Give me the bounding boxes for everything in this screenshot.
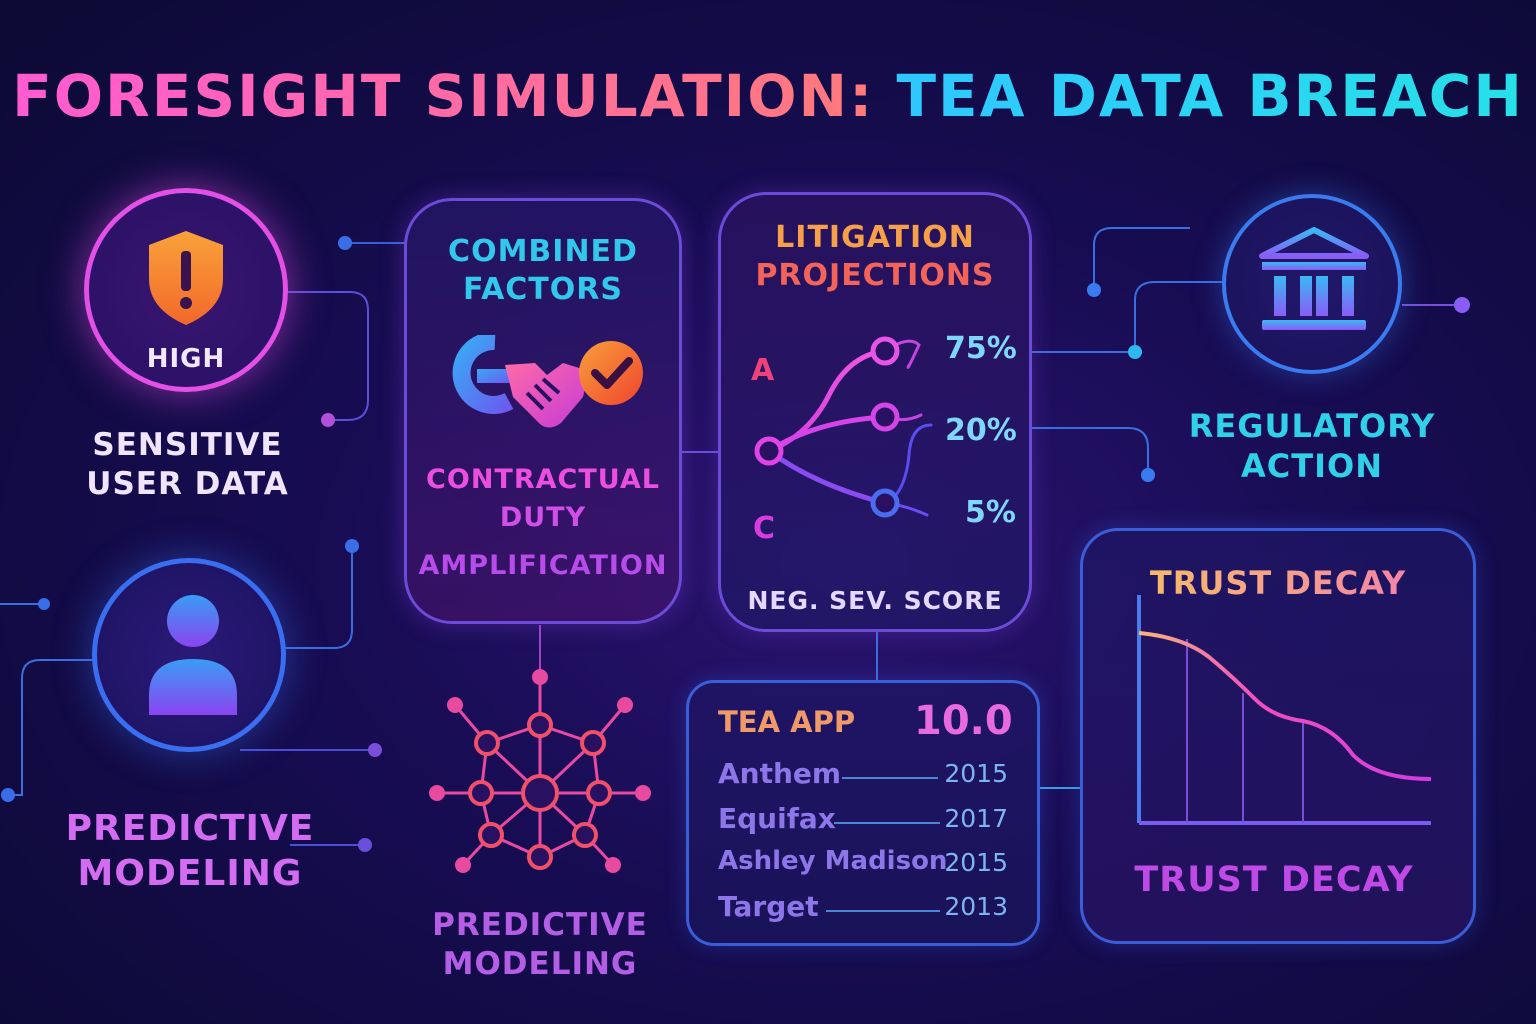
label-a: A: [751, 353, 775, 388]
trust-decay-chart: [1137, 595, 1432, 825]
regulatory-line1: REGULATORY: [1188, 407, 1436, 445]
trust-decay-title: TRUST DECAY: [1083, 563, 1473, 603]
sensitive-label-line1: SENSITIVE: [92, 427, 283, 463]
network-icon: [429, 669, 651, 873]
breach-comparison-panel: [686, 680, 1040, 946]
breach-year: 2015: [944, 848, 1008, 877]
predictive-left-line1: PREDICTIVE: [65, 808, 315, 849]
breach-name: Ashley Madison: [718, 846, 948, 876]
predictive-center-line1: PREDICTIVE: [432, 907, 648, 943]
breach-row: Target 2013: [718, 890, 1008, 930]
predictive-left-line2: MODELING: [77, 853, 303, 894]
label-c: C: [753, 511, 776, 546]
outcome-value-2: 20%: [945, 413, 1017, 448]
breach-row: Equifax 2017: [718, 802, 1008, 842]
predictive-center-line2: MODELING: [442, 945, 638, 982]
combined-title: COMBINED FACTORS: [407, 233, 679, 308]
regulatory-line2: ACTION: [1241, 447, 1383, 485]
outcome-value-1: 75%: [945, 331, 1017, 366]
trust-decay-footer: TRUST DECAY: [1134, 860, 1414, 900]
breach-year: 2015: [944, 759, 1008, 788]
sensitive-data-label: SENSITIVE USER DATA: [70, 426, 305, 504]
title-part1: FORESIGHT SIMULATION:: [12, 62, 875, 130]
shield-alert-icon: [149, 231, 223, 325]
g-logo-icon: [452, 335, 514, 414]
predictive-user-node: [92, 558, 286, 752]
title-part2: TEA DATA BREACH: [896, 62, 1524, 130]
sensitive-data-node: HIGH: [84, 188, 288, 392]
combined-icons: [452, 335, 643, 428]
breach-line: [826, 910, 940, 912]
litigation-title: LITIGATION PROJECTIONS: [721, 219, 1029, 294]
outcome-value-3: 5%: [965, 495, 1016, 530]
breach-name: Equifax: [718, 802, 836, 835]
litigation-footer: NEG. SEV. SCORE: [747, 586, 1003, 615]
predictive-left-label: PREDICTIVE MODELING: [60, 806, 320, 896]
tea-app-score: 10.0: [914, 698, 1013, 744]
combined-line1: CONTRACTUAL: [426, 464, 660, 495]
breach-name: Anthem: [718, 757, 842, 790]
user-icon: [149, 595, 237, 715]
breach-year: 2013: [944, 892, 1008, 921]
breach-line: [834, 822, 940, 824]
combined-line2: DUTY: [499, 502, 587, 533]
breach-row: Anthem 2015: [718, 757, 1008, 797]
tea-app-name: TEA APP: [718, 705, 856, 739]
litigation-title-line2: PROJECTIONS: [755, 257, 995, 293]
bank-icon: [1259, 227, 1369, 330]
handshake-icon: [505, 363, 589, 428]
combined-title-line1: COMBINED: [448, 234, 638, 269]
combined-title-line2: FACTORS: [463, 271, 623, 307]
branching-projection-graph: [754, 336, 933, 518]
page-title: FORESIGHT SIMULATION: TEA DATA BREACH: [0, 62, 1536, 130]
regulatory-label: REGULATORY ACTION: [1180, 406, 1444, 486]
breach-name: Target: [718, 890, 819, 923]
sensitivity-badge: HIGH: [146, 344, 226, 374]
breach-line: [842, 777, 938, 779]
breach-row: Ashley Madison 2015: [718, 846, 1008, 886]
litigation-panel: LITIGATION PROJECTIONS A C 75% 20% 5% NE…: [718, 192, 1032, 632]
litigation-title-line1: LITIGATION: [775, 220, 975, 255]
trust-decay-panel: TRUST DECAY TRUST DECAY: [1080, 528, 1476, 944]
breach-year: 2017: [944, 804, 1008, 833]
combined-line3: AMPLIFICATION: [418, 550, 668, 581]
sensitive-label-line2: USER DATA: [86, 465, 289, 502]
checkmark-icon: [579, 341, 643, 405]
regulatory-node: [1222, 194, 1402, 374]
combined-factors-panel: COMBINED FACTORS CONTRACTUAL DUTY AMPLIF…: [404, 198, 682, 624]
predictive-center-label: PREDICTIVE MODELING: [410, 906, 670, 984]
